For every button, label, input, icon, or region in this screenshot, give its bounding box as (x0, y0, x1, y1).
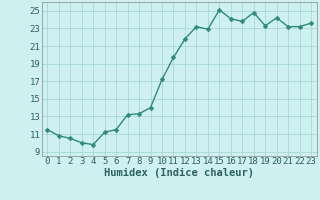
X-axis label: Humidex (Indice chaleur): Humidex (Indice chaleur) (104, 168, 254, 178)
